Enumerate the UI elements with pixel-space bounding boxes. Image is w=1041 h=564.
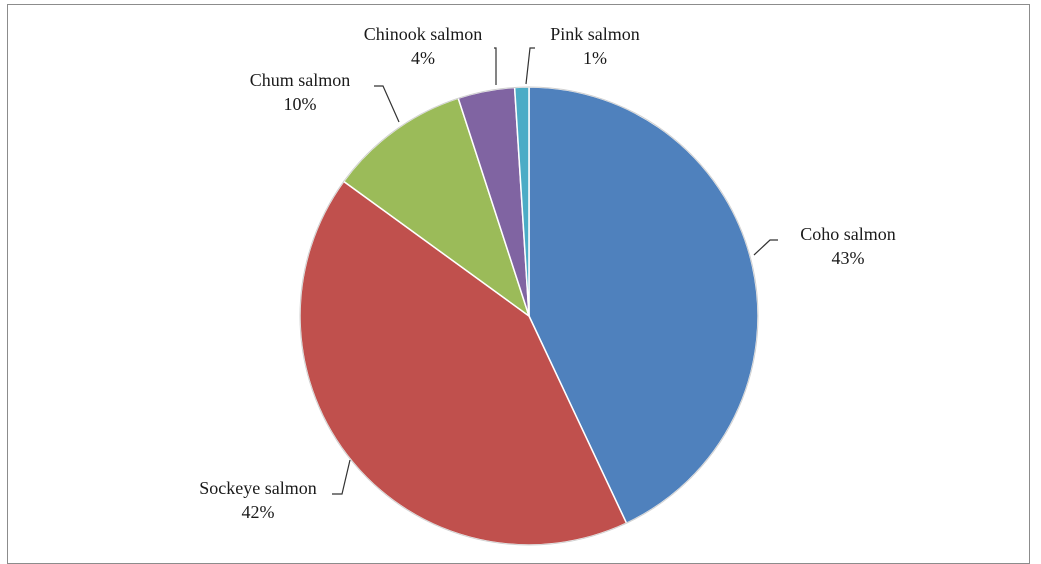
slice-value-label-pink-salmon: 1% xyxy=(583,48,607,68)
slice-value-label-coho-salmon: 43% xyxy=(832,248,865,268)
leader-line-chinook-salmon xyxy=(494,47,497,85)
pie-chart: Coho salmon 43% Sockeye salmon 42% Chum salm… xyxy=(199,24,896,546)
leader-line-coho-salmon xyxy=(753,239,778,256)
leader-line-chum-salmon xyxy=(374,85,400,123)
slice-value-label-sockeye-salmon: 42% xyxy=(242,502,275,522)
slice-name-label-pink-salmon: Pink salmon xyxy=(550,24,640,44)
leader-line-pink-salmon xyxy=(525,47,535,85)
slice-name-label-chinook-salmon: Chinook salmon xyxy=(364,24,483,44)
slice-value-label-chum-salmon: 10% xyxy=(284,94,317,114)
slice-name-label-coho-salmon: Coho salmon xyxy=(800,224,896,244)
leader-line-sockeye-salmon xyxy=(332,459,351,495)
pie-rim xyxy=(299,86,759,546)
leader-lines xyxy=(332,47,778,495)
slice-labels: Coho salmon 43% Sockeye salmon 42% Chum salm… xyxy=(199,24,896,522)
pie-slices xyxy=(299,86,759,546)
slice-name-label-chum-salmon: Chum salmon xyxy=(250,70,351,90)
slice-value-label-chinook-salmon: 4% xyxy=(411,48,435,68)
slice-name-label-sockeye-salmon: Sockeye salmon xyxy=(199,478,316,498)
